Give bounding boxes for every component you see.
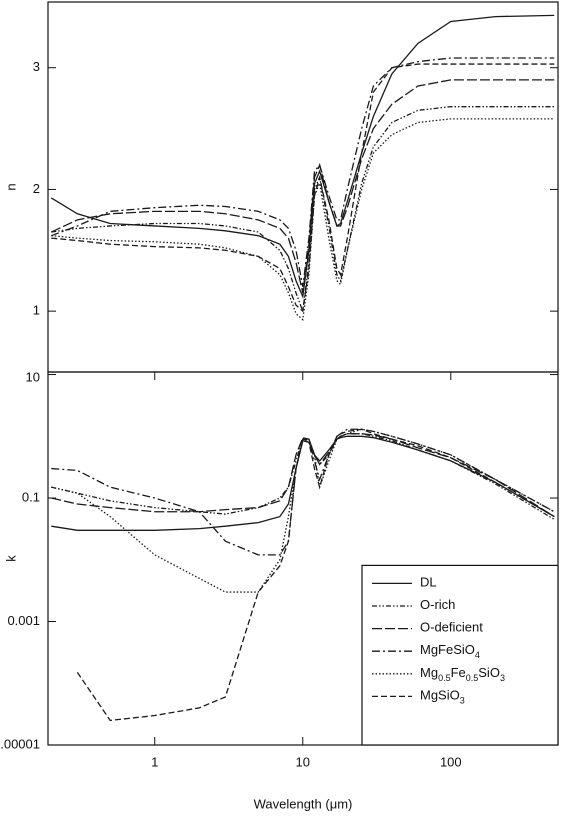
- y-tick-label: 0.001: [7, 613, 40, 628]
- y-tick-label: 3: [33, 59, 40, 74]
- series-line: [50, 14, 555, 299]
- legend-label: O-rich: [420, 597, 455, 612]
- legend-label: Mg0.5Fe0.5SiO3: [420, 665, 505, 683]
- series-line: [51, 63, 555, 313]
- x-tick-label: 10: [296, 754, 310, 769]
- x-tick-label: 100: [440, 754, 462, 769]
- legend-label: MgSiO3: [420, 688, 465, 706]
- series-line: [51, 428, 555, 593]
- series-line: [51, 433, 555, 521]
- series-line: [51, 57, 555, 287]
- y-tick-label: 10: [26, 369, 40, 384]
- y-tick-label: 0.00001: [0, 736, 40, 751]
- legend-label: DL: [420, 575, 437, 590]
- legend-label: O-deficient: [420, 620, 483, 635]
- series-line: [51, 118, 555, 321]
- series-line: [51, 106, 555, 312]
- y-axis-label: n: [3, 183, 18, 190]
- y-axis-label: k: [3, 555, 18, 562]
- y-tick-label: 2: [33, 181, 40, 196]
- series-line: [51, 79, 555, 294]
- series-line: [51, 428, 555, 556]
- x-axis-label: Wavelength (μm): [254, 796, 353, 811]
- series-line: [76, 428, 555, 722]
- x-tick-label: 1: [151, 754, 158, 769]
- series-line: [51, 433, 555, 518]
- legend-box: [361, 564, 559, 746]
- y-tick-label: 0.1: [22, 489, 40, 504]
- legend-label: MgFeSiO4: [420, 643, 480, 661]
- y-tick-label: 1: [33, 303, 40, 318]
- series-line: [51, 435, 555, 531]
